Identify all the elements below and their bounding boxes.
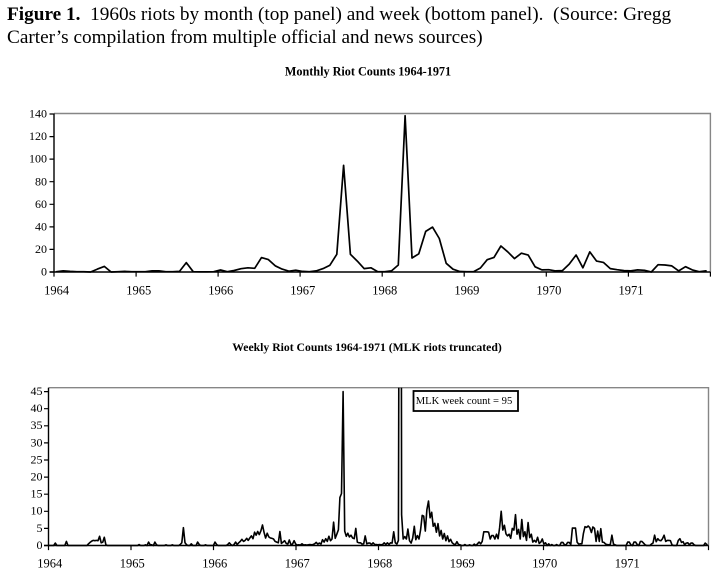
svg-text:0: 0 — [41, 265, 47, 279]
svg-text:15: 15 — [31, 487, 43, 501]
svg-text:1964: 1964 — [37, 556, 63, 570]
svg-text:45: 45 — [31, 384, 43, 398]
svg-text:1968: 1968 — [372, 283, 397, 297]
svg-text:1969: 1969 — [454, 283, 479, 297]
svg-text:80: 80 — [35, 174, 47, 188]
svg-text:40: 40 — [35, 220, 47, 234]
svg-text:60: 60 — [35, 197, 47, 211]
svg-text:5: 5 — [37, 521, 43, 535]
svg-text:35: 35 — [31, 418, 43, 432]
svg-text:MLK week count = 95: MLK week count = 95 — [416, 396, 513, 407]
svg-text:0: 0 — [37, 538, 43, 552]
svg-text:25: 25 — [31, 452, 43, 466]
svg-text:1967: 1967 — [285, 556, 310, 570]
svg-text:1966: 1966 — [202, 556, 227, 570]
svg-text:1970: 1970 — [536, 283, 561, 297]
svg-text:20: 20 — [35, 242, 47, 256]
svg-text:Monthly Riot Counts 1964-1971: Monthly Riot Counts 1964-1971 — [285, 65, 451, 79]
svg-text:1971: 1971 — [619, 283, 644, 297]
svg-text:1966: 1966 — [208, 283, 233, 297]
svg-text:120: 120 — [29, 129, 47, 143]
svg-text:100: 100 — [29, 152, 47, 166]
svg-text:1967: 1967 — [290, 283, 315, 297]
svg-text:30: 30 — [31, 435, 43, 449]
svg-text:40: 40 — [31, 401, 43, 415]
svg-text:1969: 1969 — [450, 556, 475, 570]
svg-text:Weekly Riot Counts 1964-1971 (: Weekly Riot Counts 1964-1971 (MLK riots … — [232, 341, 502, 354]
svg-text:10: 10 — [31, 504, 43, 518]
svg-text:1965: 1965 — [126, 283, 151, 297]
svg-text:1964: 1964 — [44, 283, 70, 297]
svg-text:1970: 1970 — [532, 556, 557, 570]
svg-text:140: 140 — [29, 107, 47, 121]
svg-text:1971: 1971 — [615, 556, 640, 570]
svg-text:1965: 1965 — [120, 556, 145, 570]
svg-text:20: 20 — [31, 470, 43, 484]
svg-text:1968: 1968 — [367, 556, 392, 570]
